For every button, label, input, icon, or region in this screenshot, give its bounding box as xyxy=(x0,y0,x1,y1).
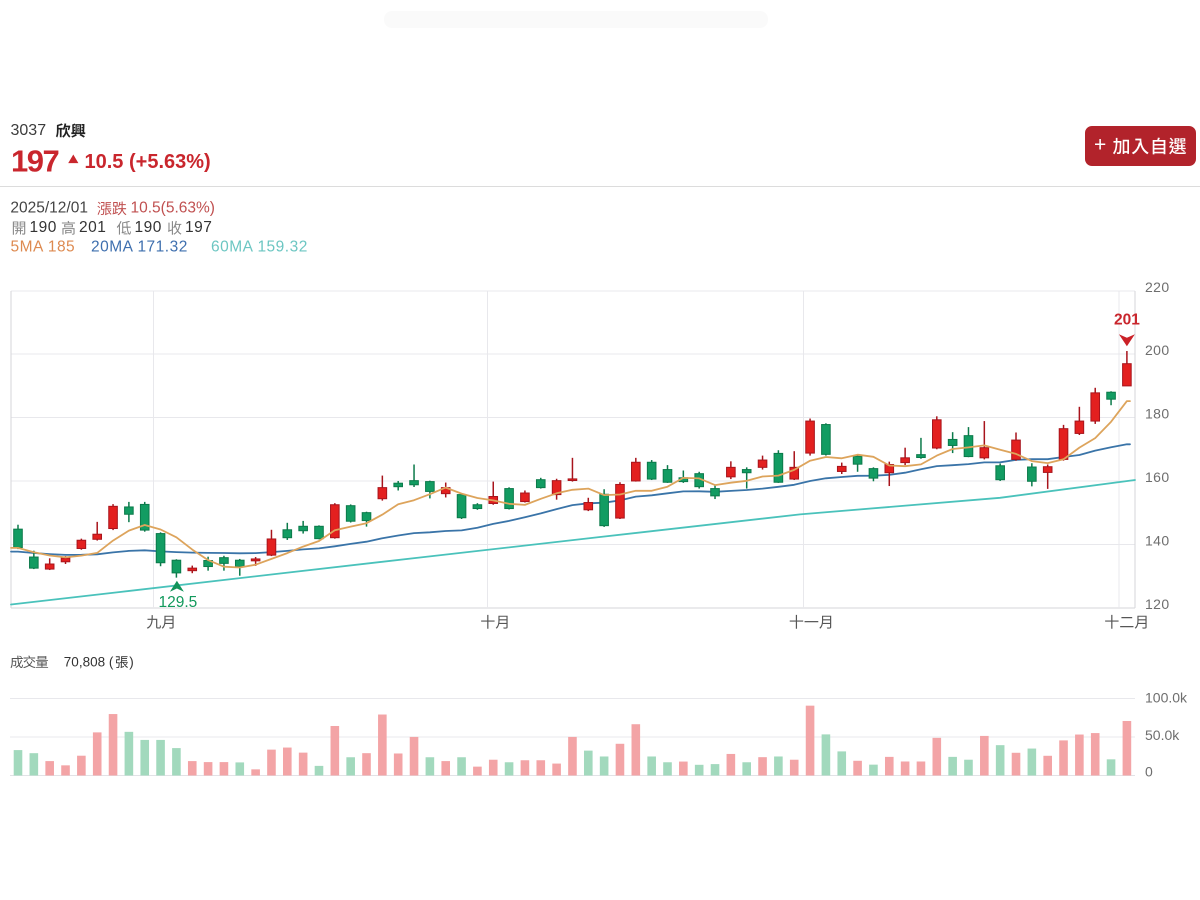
svg-text:50.0k: 50.0k xyxy=(1145,727,1180,743)
svg-text:201: 201 xyxy=(79,219,106,236)
svg-text:60MA 159.32: 60MA 159.32 xyxy=(211,239,308,256)
svg-text:197: 197 xyxy=(11,144,58,179)
svg-text:20MA 171.32: 20MA 171.32 xyxy=(91,239,188,256)
svg-text:140: 140 xyxy=(1145,532,1170,548)
svg-text:201: 201 xyxy=(1114,312,1140,329)
svg-text:100.0k: 100.0k xyxy=(1145,689,1188,705)
svg-text:220: 220 xyxy=(1145,279,1170,295)
svg-text:180: 180 xyxy=(1145,406,1170,422)
svg-text:190: 190 xyxy=(30,219,57,236)
svg-text:160: 160 xyxy=(1145,469,1170,485)
svg-text:+: + xyxy=(1094,134,1106,157)
svg-text:5MA 185: 5MA 185 xyxy=(11,239,76,256)
svg-text:200: 200 xyxy=(1145,342,1170,358)
svg-text:): ) xyxy=(129,655,134,670)
svg-text:3037: 3037 xyxy=(11,122,47,139)
svg-text:120: 120 xyxy=(1145,596,1170,612)
svg-text:0: 0 xyxy=(1145,763,1153,779)
svg-text:2025/12/01: 2025/12/01 xyxy=(10,200,88,217)
svg-text:10.5(5.63%): 10.5(5.63%) xyxy=(131,200,215,217)
svg-text:129.5: 129.5 xyxy=(159,594,198,611)
svg-text:70,808 (: 70,808 ( xyxy=(64,655,114,670)
svg-text:197: 197 xyxy=(185,219,212,236)
svg-text:10.5 (+5.63%): 10.5 (+5.63%) xyxy=(85,151,211,173)
svg-text:190: 190 xyxy=(135,219,162,236)
